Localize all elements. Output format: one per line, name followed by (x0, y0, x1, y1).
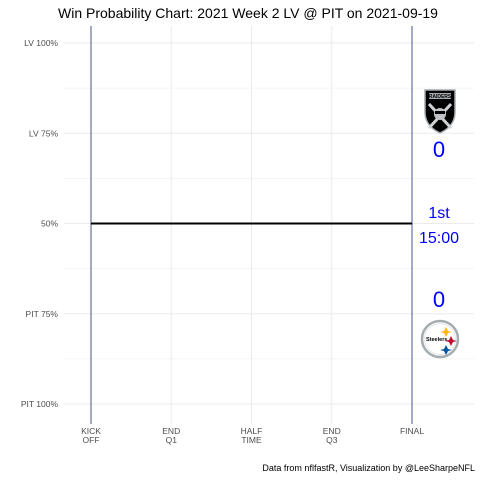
x-tick-label-line: OFF (83, 435, 100, 445)
chart-caption: Data from nflfastR, Visualization by @Le… (262, 463, 475, 473)
x-tick-label: HALF TIME (241, 426, 263, 445)
grid-lines (64, 26, 474, 424)
x-tick-label-line: KICK (81, 426, 101, 436)
home-score: 0 (433, 287, 445, 312)
svg-text:RAIDERS: RAIDERS (429, 94, 452, 100)
steelers-logo-icon: Steelers (420, 319, 460, 359)
x-tick-label-line: END (323, 426, 341, 436)
x-tick-label-line: Q1 (166, 435, 178, 445)
x-tick-label-line: END (162, 426, 180, 436)
y-tick-label: LV 100% (24, 38, 58, 48)
x-tick-label: END Q1 (162, 426, 180, 445)
y-tick-label: PIT 100% (21, 399, 59, 409)
x-tick-label-line: Q3 (326, 435, 338, 445)
x-tick-label: FINAL (400, 426, 424, 436)
y-tick-label: PIT 75% (26, 309, 59, 319)
x-tick-label: KICK OFF (81, 426, 101, 445)
quarter-label: 1st (428, 205, 450, 222)
y-axis-ticks: LV 100% LV 75% 50% PIT 75% PIT 100% (21, 38, 59, 409)
period-lines (90, 26, 413, 424)
x-tick-label: END Q3 (323, 426, 341, 445)
x-tick-label-line: HALF (241, 426, 263, 436)
x-tick-label-line: TIME (241, 435, 262, 445)
y-tick-label: 50% (41, 219, 58, 229)
y-tick-label: LV 75% (29, 128, 59, 138)
game-clock: 15:00 (419, 230, 459, 247)
svg-text:Steelers: Steelers (426, 337, 447, 343)
raiders-logo-icon: RAIDERS (424, 89, 456, 134)
chart-title: Win Probability Chart: 2021 Week 2 LV @ … (58, 5, 438, 21)
x-tick-label-line: FINAL (400, 426, 424, 436)
away-score: 0 (433, 137, 445, 162)
